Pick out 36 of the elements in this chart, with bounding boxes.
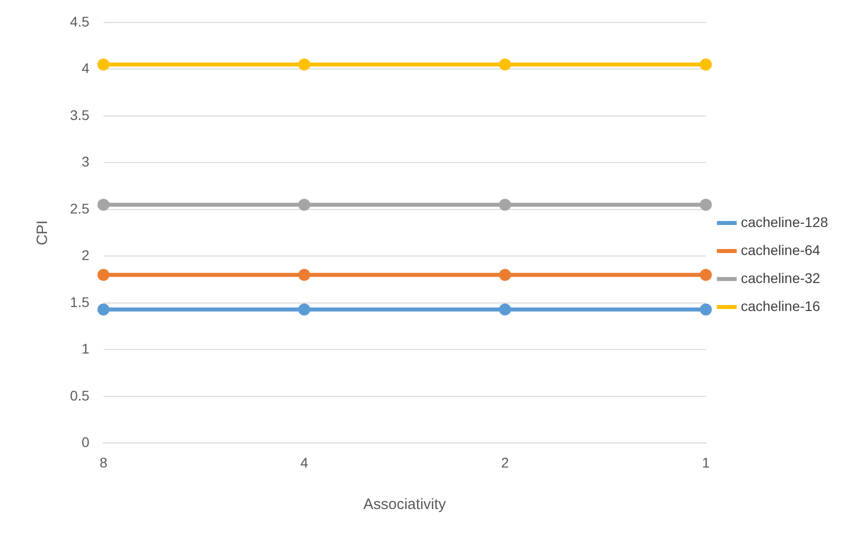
y-tick-label: 3.5 [70,106,90,123]
y-tick-label: 0.5 [70,387,90,404]
y-tick-label: 4.5 [70,13,90,30]
point [298,198,310,211]
y-tick-label: 0 [82,434,90,450]
point [499,58,512,70]
point [700,303,712,316]
legend-label: cacheline-32 [740,270,820,286]
legend-label: cacheline-16 [740,298,820,314]
point [700,58,712,70]
y-tick-label: 2.5 [70,200,90,216]
y-tick-label: 1 [82,340,90,357]
point [97,303,110,316]
y-tick-label: 4 [82,60,90,76]
point [298,268,310,281]
y-tick-label: 1.5 [70,294,90,310]
point [97,268,110,281]
legend-label: cacheline-64 [740,242,820,258]
point [499,198,512,211]
x-tick-label: 2 [501,454,510,470]
point [97,198,110,211]
x-axis-title: Associativity [363,496,446,514]
point [499,303,512,316]
point [298,303,310,316]
x-tick-label: 1 [702,454,710,470]
y-axis-title: CPI [34,220,52,246]
x-tick-label: 4 [300,454,308,470]
legend-label: cacheline-128 [740,214,828,230]
point [97,58,110,70]
point [700,268,712,281]
point [499,268,512,281]
point [700,198,712,211]
x-tick-label: 8 [100,454,108,470]
y-tick-label: 3 [82,154,90,170]
point [298,58,310,70]
y-tick-label: 2 [82,247,90,264]
